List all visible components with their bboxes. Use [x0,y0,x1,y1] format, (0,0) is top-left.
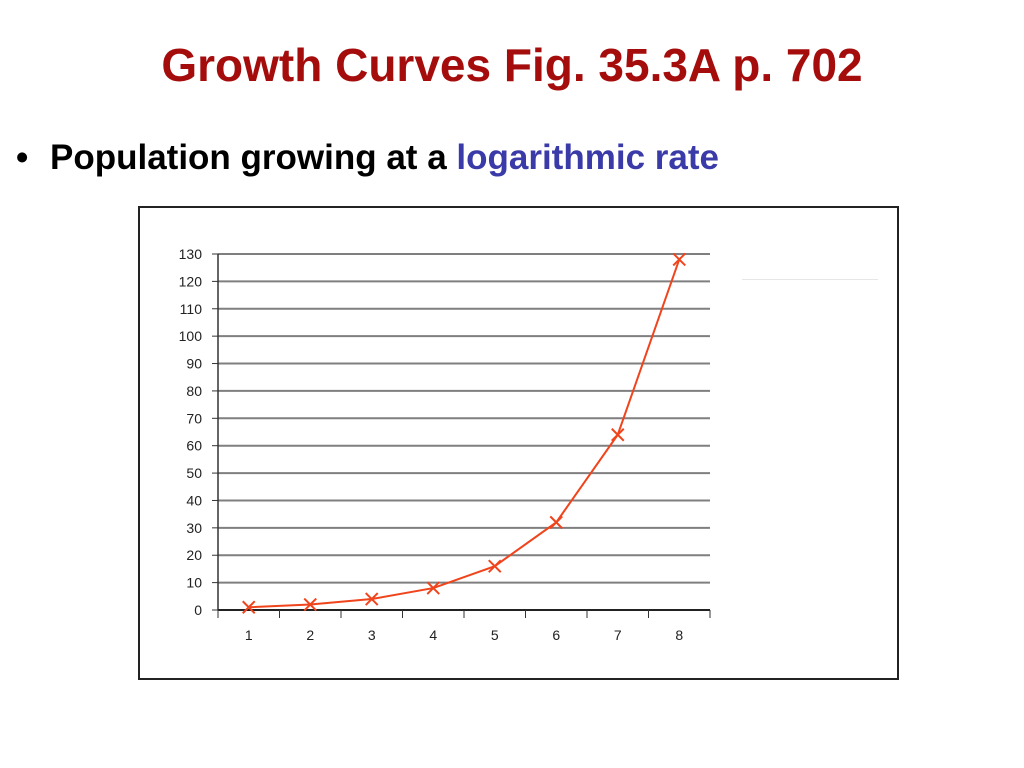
y-tick-label: 110 [180,301,203,317]
x-tick-label: 2 [306,627,314,643]
y-tick-label: 60 [186,438,202,454]
data-point-marker [488,559,502,573]
x-tick-label: 4 [429,627,437,643]
bullet-point: • Population growing at a logarithmic rat… [16,138,719,178]
y-tick-label: 30 [186,520,202,536]
y-tick-label: 40 [186,492,202,508]
y-tick-label: 50 [186,465,202,481]
bullet-icon: • [16,138,29,177]
y-tick-label: 120 [179,273,203,289]
y-tick-label: 70 [186,410,202,426]
y-tick-label: 100 [179,328,203,344]
y-tick-label: 90 [186,356,202,372]
decorative-line [742,279,878,280]
data-point-marker [303,597,317,612]
bullet-text: Population growing at a [50,138,447,177]
x-tick-label: 1 [245,627,253,643]
y-tick-label: 130 [179,246,203,262]
data-point-marker [426,581,440,595]
slide-title: Growth Curves Fig. 35.3A p. 702 [161,39,863,91]
data-point-marker [672,252,686,267]
chart-frame [138,206,899,680]
x-tick-label: 8 [675,627,683,643]
data-point-marker [611,428,625,442]
x-tick-label: 3 [368,627,376,643]
series-line [248,259,681,609]
y-tick-label: 20 [186,547,202,563]
bullet-highlight: logarithmic rate [456,138,719,177]
data-point-marker [242,600,256,614]
y-tick-label: 0 [194,602,202,618]
y-tick-label: 80 [186,383,202,399]
data-point-marker [549,515,563,530]
x-tick-label: 5 [491,627,499,643]
x-tick-label: 6 [552,627,560,643]
data-point-marker [365,592,379,606]
y-tick-label: 10 [186,575,202,591]
x-tick-label: 7 [614,627,622,643]
